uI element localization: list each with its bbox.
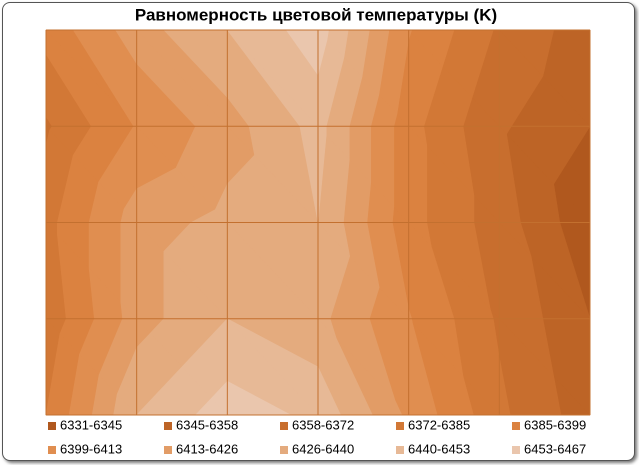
legend-label: 6426-6440	[292, 441, 354, 456]
legend-label: 6345-6358	[176, 417, 238, 432]
legend-label: 6372-6385	[408, 417, 470, 432]
legend-label: 6385-6399	[524, 417, 586, 432]
legend-label: 6399-6413	[60, 441, 122, 456]
legend-swatch	[280, 446, 288, 454]
legend-swatch	[48, 422, 56, 430]
legend-label: 6453-6467	[524, 441, 586, 456]
legend-swatch	[512, 422, 520, 430]
legend-swatch	[396, 446, 404, 454]
legend-swatch	[280, 422, 288, 430]
legend-swatch	[512, 446, 520, 454]
legend-label: 6358-6372	[292, 417, 354, 432]
chart-title: Равномерность цветовой температуры (K)	[135, 5, 497, 24]
legend-swatch	[164, 446, 172, 454]
legend-swatch	[164, 422, 172, 430]
legend-swatch	[48, 446, 56, 454]
legend-swatch	[396, 422, 404, 430]
legend-label: 6413-6426	[176, 441, 238, 456]
legend-label: 6440-6453	[408, 441, 470, 456]
legend-label: 6331-6345	[60, 417, 122, 432]
